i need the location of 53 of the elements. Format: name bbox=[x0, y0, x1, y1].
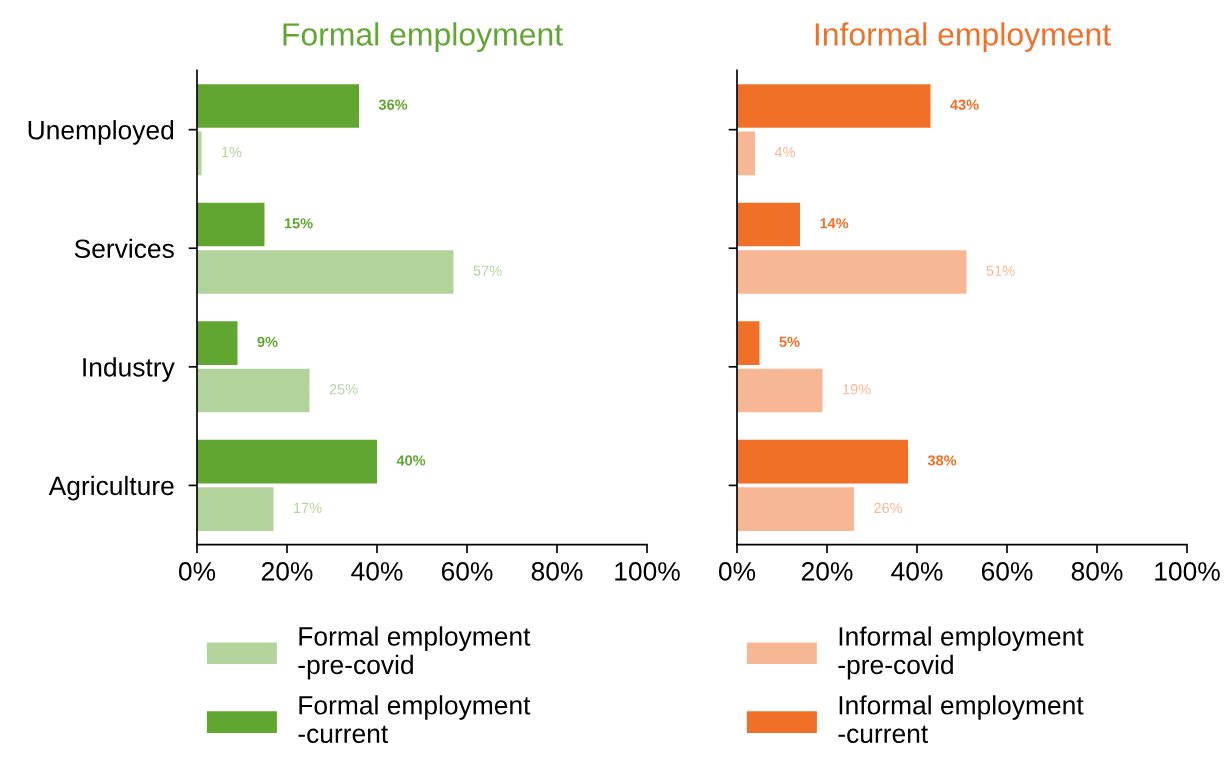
bar bbox=[737, 321, 760, 365]
x-tick-label: 80% bbox=[1071, 562, 1123, 581]
data-label: 1% bbox=[222, 147, 242, 158]
bar bbox=[737, 368, 823, 413]
chart-title: Formal employment bbox=[283, 22, 563, 53]
legend-label: Formal employment -current bbox=[298, 695, 531, 744]
data-label: 38% bbox=[927, 455, 957, 466]
bar bbox=[737, 84, 931, 128]
data-label: 40% bbox=[396, 455, 426, 466]
x-tick-label: 100% bbox=[615, 562, 680, 581]
bar bbox=[197, 487, 274, 531]
x-tick-label: 40% bbox=[891, 562, 943, 581]
data-label: 26% bbox=[874, 502, 903, 514]
data-label: 57% bbox=[473, 265, 502, 276]
data-label: 43% bbox=[950, 99, 979, 110]
legend-label: Formal employment -pre-covid bbox=[298, 626, 531, 680]
x-tick-label: 40% bbox=[351, 562, 403, 581]
bar bbox=[197, 84, 359, 128]
x-tick-label: 0% bbox=[178, 562, 216, 581]
x-tick-label: 20% bbox=[801, 562, 853, 581]
y-tick-label: Unemployed bbox=[28, 120, 174, 145]
bar bbox=[197, 439, 377, 484]
y-tick-label: Services bbox=[74, 238, 174, 259]
bar bbox=[197, 250, 454, 294]
data-label: 4% bbox=[774, 147, 795, 158]
x-tick-label: 100% bbox=[1155, 562, 1220, 581]
bar bbox=[737, 250, 967, 294]
bar bbox=[737, 131, 755, 176]
data-label: 9% bbox=[257, 336, 278, 348]
data-label: 19% bbox=[843, 384, 871, 395]
bar bbox=[197, 368, 310, 413]
data-label: 15% bbox=[284, 218, 313, 229]
data-label: 36% bbox=[378, 99, 408, 110]
bar bbox=[737, 202, 800, 247]
bar bbox=[197, 202, 265, 247]
legend-label: Informal employment -current bbox=[838, 695, 1084, 744]
bar bbox=[737, 439, 908, 484]
y-tick-label: Industry bbox=[83, 357, 175, 382]
data-label: 17% bbox=[294, 502, 322, 513]
legend-label: Informal employment -pre-covid bbox=[838, 626, 1084, 680]
data-label: 51% bbox=[986, 265, 1015, 276]
x-tick-label: 20% bbox=[261, 562, 313, 581]
bar bbox=[737, 487, 854, 531]
chart-title: Informal employment bbox=[815, 22, 1111, 53]
data-label: 25% bbox=[329, 384, 358, 395]
data-label: 5% bbox=[779, 336, 800, 348]
x-tick-label: 60% bbox=[981, 562, 1033, 581]
x-tick-label: 0% bbox=[718, 562, 756, 581]
x-tick-label: 80% bbox=[531, 562, 583, 581]
data-label: 14% bbox=[820, 218, 849, 229]
y-tick-label: Agriculture bbox=[48, 475, 174, 501]
x-tick-label: 60% bbox=[441, 562, 493, 581]
bar bbox=[197, 321, 238, 365]
